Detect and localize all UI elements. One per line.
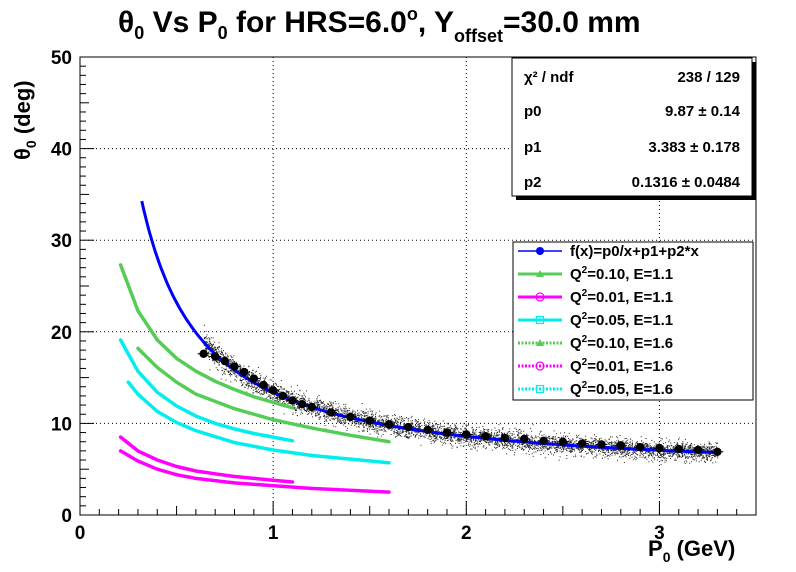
y-tick-label: 40 — [51, 140, 72, 161]
data-point — [268, 386, 278, 395]
data-point — [278, 391, 287, 401]
stats-value-chi2: 238 / 129 — [677, 69, 740, 86]
data-point — [326, 408, 336, 417]
data-point — [211, 352, 220, 361]
data-point — [597, 440, 606, 449]
stats-label-chi2: χ² / ndf — [524, 69, 574, 86]
x-tick-label: 1 — [268, 523, 279, 544]
data-point — [558, 437, 568, 446]
data-point — [297, 399, 307, 409]
data-points — [197, 349, 724, 456]
legend-marker-open-circle — [535, 361, 545, 371]
y-tick-label: 10 — [51, 414, 72, 435]
y-tick-label: 50 — [51, 48, 72, 69]
legend-marker-open-circle — [535, 292, 545, 302]
data-point — [577, 439, 587, 448]
y-tick-label: 0 — [61, 506, 72, 527]
series-line — [118, 338, 295, 443]
legend-marker-circle — [536, 247, 544, 255]
stats-label-p0: p0 — [524, 103, 542, 120]
data-point — [423, 425, 432, 435]
chart-title: θ0 Vs P0 for HRS=6.0o, Yoffset=30.0 mm — [118, 4, 641, 46]
legend-label-q010-e16: Q2=0.10, E=1.6 — [570, 334, 673, 352]
x-axis-title: P0 (GeV) — [648, 536, 735, 565]
y-tick-label: 20 — [51, 323, 72, 344]
series-line — [136, 346, 391, 444]
legend-label-fit: f(x)=p0/x+p1+p2*x — [570, 243, 699, 260]
stats-box: χ² / ndf 238 / 129 p0 9.87 ± 0.14 p1 3.3… — [511, 57, 756, 200]
stats-value-p2: 0.1316 ± 0.0484 — [632, 174, 741, 191]
legend-label-q005-e16: Q2=0.05, E=1.6 — [570, 380, 673, 398]
legend-label-q001-e11: Q2=0.01, E=1.1 — [570, 288, 673, 306]
x-tick-label: 3 — [654, 523, 665, 544]
data-point — [307, 402, 316, 412]
data-point — [539, 436, 548, 446]
data-point — [713, 447, 722, 456]
data-point — [346, 412, 355, 422]
data-point — [442, 428, 452, 437]
series-line — [118, 449, 391, 494]
data-point — [674, 444, 683, 454]
data-point — [500, 433, 510, 443]
legend-marker-triangle — [536, 339, 544, 346]
stats-value-p0: 9.87 ± 0.14 — [665, 103, 741, 120]
data-point — [249, 374, 259, 383]
data-point — [520, 434, 529, 444]
data-point — [693, 445, 703, 455]
simulation-curves — [118, 263, 391, 494]
x-tick-label: 2 — [461, 523, 472, 544]
legend: f(x)=p0/x+p1+p2*x Q2=0.10, E=1.1 Q2=0.01… — [512, 241, 754, 401]
data-point — [259, 380, 268, 390]
scatter-cloud — [203, 324, 719, 465]
data-point — [199, 349, 208, 358]
scatter-noise — [203, 324, 719, 465]
data-point — [220, 356, 230, 366]
data-point — [481, 432, 490, 441]
data-point — [635, 443, 645, 452]
data-point — [230, 362, 239, 371]
legend-marker-open-square — [535, 384, 545, 394]
data-point — [239, 367, 249, 377]
data-point — [288, 396, 297, 405]
data-point — [384, 420, 394, 429]
stats-label-p1: p1 — [524, 139, 542, 156]
data-point — [365, 416, 374, 425]
y-axis-title: θ0 (deg) — [10, 80, 39, 160]
series-line — [126, 380, 391, 465]
data-point — [655, 443, 664, 453]
y-tick-label: 30 — [51, 231, 72, 252]
stats-value-p1: 3.383 ± 0.178 — [648, 139, 740, 156]
stats-box-frame — [511, 57, 753, 197]
legend-marker-triangle — [536, 270, 544, 277]
series-line — [118, 263, 295, 410]
data-point — [462, 430, 471, 439]
series-line — [118, 435, 295, 484]
legend-symbols — [518, 247, 562, 394]
data-point — [404, 422, 413, 432]
legend-label-q005-e11: Q2=0.05, E=1.1 — [570, 311, 673, 329]
axis-ticks — [79, 56, 757, 516]
legend-label-q010-e11: Q2=0.10, E=1.1 — [570, 265, 673, 283]
legend-label-q001-e16: Q2=0.01, E=1.6 — [570, 357, 673, 375]
stats-label-p2: p2 — [524, 174, 542, 191]
x-tick-label: 0 — [75, 523, 86, 544]
data-point — [616, 441, 625, 450]
legend-marker-open-square — [535, 315, 545, 325]
